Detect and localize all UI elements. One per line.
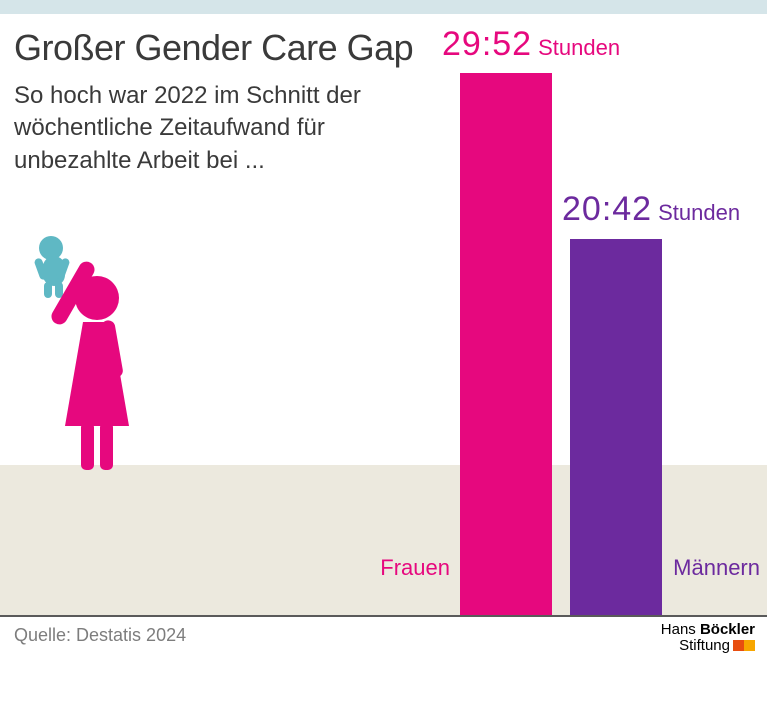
value-unit: Stunden <box>538 35 620 60</box>
bar-label-maennern: Männern <box>673 555 760 581</box>
bar-frauen <box>460 73 552 615</box>
flag-icon <box>733 640 755 651</box>
chart-baseline <box>0 615 767 617</box>
bar-maennern <box>570 239 662 615</box>
logo-text: Stiftung <box>679 637 730 654</box>
logo-text: Hans <box>661 621 700 638</box>
value-unit: Stunden <box>658 200 740 225</box>
logo-text-bold: Böckler <box>700 621 755 638</box>
source-text: Quelle: Destatis 2024 <box>14 625 186 646</box>
value-number: 20:42 <box>562 190 652 228</box>
logo-line-2: Stiftung <box>661 638 755 654</box>
bar-chart <box>0 0 767 615</box>
bar-value-maennern: 20:42Stunden <box>562 190 740 229</box>
infographic-root: Großer Gender Care Gap So hoch war 2022 … <box>0 0 767 711</box>
bar-label-frauen: Frauen <box>380 555 450 581</box>
value-number: 29:52 <box>442 25 532 63</box>
boeckler-logo: Hans Böckler Stiftung <box>661 622 755 654</box>
bar-value-frauen: 29:52Stunden <box>442 25 620 64</box>
logo-line-1: Hans Böckler <box>661 622 755 638</box>
